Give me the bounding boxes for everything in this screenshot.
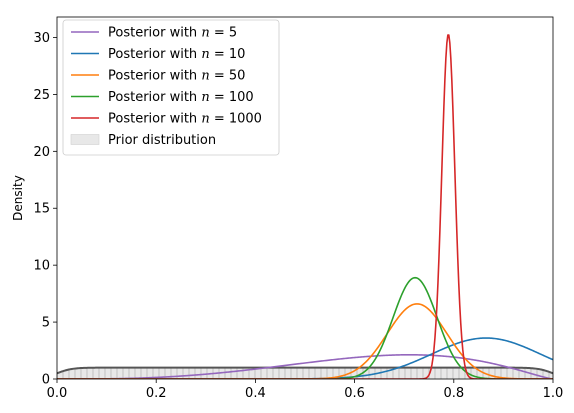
y-tick-label-3: 15 <box>33 202 50 217</box>
legend-label-2: Posterior with n = 50 <box>108 69 245 84</box>
legend-swatch-prior <box>70 134 100 145</box>
series-line-3 <box>57 276 553 379</box>
legend-label-1: Posterior with n = 10 <box>108 47 245 62</box>
x-tick-label-2: 0.4 <box>245 386 266 401</box>
x-tick-label-3: 0.6 <box>344 386 365 401</box>
axes-frame <box>56 16 554 380</box>
y-tick-label-2: 10 <box>33 259 50 274</box>
series-line-4 <box>57 34 553 379</box>
x-tick-label-4: 0.8 <box>443 386 464 401</box>
y-axis-label: Density <box>11 175 25 221</box>
legend-label-0: Posterior with n = 5 <box>108 26 237 41</box>
x-tick-label-1: 0.2 <box>146 386 167 401</box>
legend-label-prior: Prior distribution <box>108 133 216 148</box>
series-line-0 <box>57 353 553 379</box>
y-tick-label-1: 5 <box>42 316 50 331</box>
legend: Posterior with n = 5 Posterior with n = 1… <box>62 19 280 156</box>
x-tick-label-0: 0.0 <box>47 386 68 401</box>
legend-box <box>62 19 280 156</box>
y-tick-label-0: 0 <box>42 373 50 388</box>
legend-label-4: Posterior with n = 1000 <box>108 112 262 127</box>
prior-distribution-line <box>57 366 553 375</box>
x-tick-label-5: 1.0 <box>543 386 564 401</box>
y-tick-label-6: 30 <box>33 31 50 46</box>
legend-label-3: Posterior with n = 100 <box>108 90 254 105</box>
y-tick-label-4: 20 <box>33 145 50 160</box>
y-tick-label-5: 25 <box>33 88 50 103</box>
